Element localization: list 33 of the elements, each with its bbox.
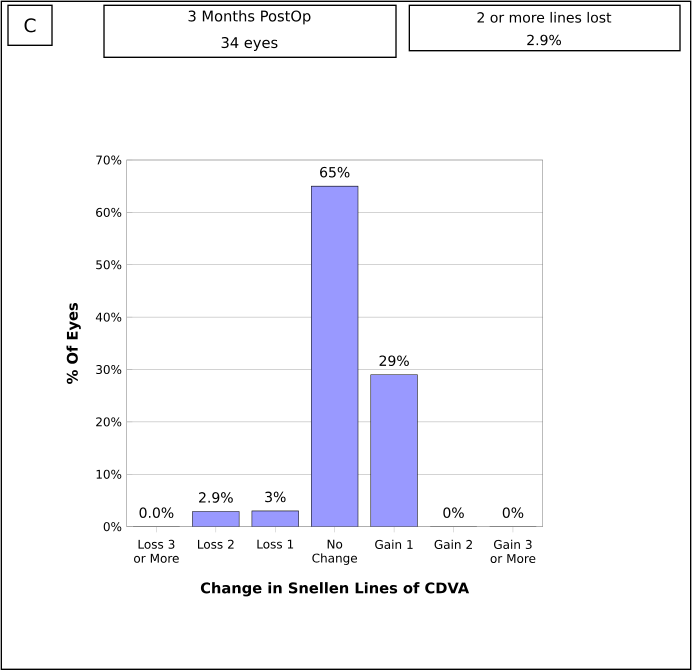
chart-title: 3 Months PostOp — [188, 10, 310, 25]
y-tick-label: 30% — [96, 365, 122, 374]
data-label: 2.9% — [199, 492, 233, 503]
text: 2 or more lines lost — [477, 12, 612, 23]
data-label: 29% — [380, 356, 409, 366]
chart-subtitle: 34 eyes — [222, 37, 278, 52]
data-label: 3% — [265, 492, 286, 502]
x-tick-label: Gain 1 — [375, 540, 413, 550]
y-tick-label: 40% — [96, 312, 122, 322]
x-tick-label: Gain 2 — [434, 540, 472, 550]
x-tick-label: Loss 1 — [257, 540, 294, 549]
text: 2.9% — [527, 34, 562, 46]
bar — [370, 374, 418, 527]
y-tick-label: 60% — [96, 208, 122, 218]
text: C — [24, 18, 36, 33]
x-tick-label: No Change — [312, 540, 358, 566]
x-tick-label: Loss 2 — [198, 540, 234, 549]
y-tick-label: 50% — [96, 260, 122, 270]
x-axis-title: Change in Snellen Lines of CDVA — [200, 582, 470, 597]
x-tick-label: Loss 3 or More — [134, 540, 179, 563]
y-tick-label: 20% — [96, 418, 122, 427]
y-tick-label: 70% — [96, 156, 122, 165]
x-tick-label: Gain 3 or More — [490, 540, 536, 564]
y-axis-title: % Of Eyes — [66, 303, 81, 384]
bar — [252, 511, 299, 527]
data-label: 65% — [320, 167, 350, 178]
data-label: 0% — [502, 508, 524, 518]
bar — [311, 186, 358, 527]
data-label: 0.0% — [140, 508, 174, 518]
data-label: 0% — [443, 508, 464, 518]
y-tick-label: 0% — [104, 522, 122, 532]
bar — [192, 512, 240, 527]
y-tick-label: 10% — [96, 470, 122, 479]
